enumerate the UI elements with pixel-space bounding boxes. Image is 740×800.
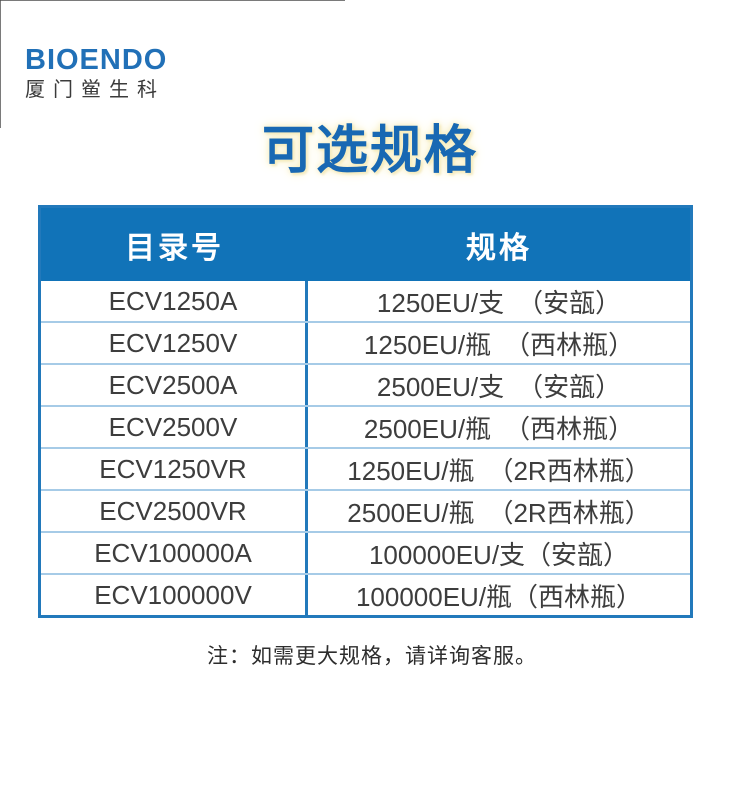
spec-cell: 1250EU/瓶 （2R西林瓶） [347, 455, 651, 486]
column-header-spec: 规格 [466, 231, 532, 265]
table-row: ECV100000V 100000EU/瓶（西林瓶） [41, 573, 690, 615]
catalog-number-cell: ECV1250VR [41, 449, 308, 489]
table-row: ECV2500V 2500EU/瓶 （西林瓶） [41, 405, 690, 447]
logo: BIOENDO 厦门鲎生科 [25, 44, 168, 101]
footnote: 注：如需更大规格，请详询客服。 [207, 645, 537, 668]
catalog-number-cell: ECV2500A [41, 365, 308, 405]
table-row: ECV100000A 100000EU/支（安瓿） [41, 531, 690, 573]
catalog-number-cell: ECV2500V [41, 407, 308, 447]
table-row: ECV1250A 1250EU/支 （安瓿） [41, 281, 690, 321]
catalog-number-cell: ECV1250V [41, 323, 308, 363]
catalog-number-cell: ECV100000V [41, 575, 308, 615]
table-header-row: 目录号 规格 [41, 208, 690, 281]
table-row: ECV2500VR 2500EU/瓶 （2R西林瓶） [41, 489, 690, 531]
bioendo-logo-text: BIOENDO [25, 44, 168, 76]
catalog-number-cell: ECV1250A [41, 281, 308, 321]
spec-table: 目录号 规格 ECV1250A 1250EU/支 （安瓿） ECV1250V 1250… [38, 205, 693, 618]
spec-cell: 100000EU/支（安瓿） [368, 539, 630, 570]
spec-cell: 2500EU/瓶 （2R西林瓶） [347, 497, 651, 528]
company-name: 厦门鲎生科 [25, 79, 165, 101]
spec-cell: 2500EU/支 （安瓿） [376, 371, 622, 402]
table-row: ECV1250V 1250EU/瓶 （西林瓶） [41, 321, 690, 363]
spec-cell: 100000EU/瓶（西林瓶） [355, 581, 643, 612]
spec-cell: 1250EU/支 （安瓿） [376, 287, 622, 318]
table-body: ECV1250A 1250EU/支 （安瓿） ECV1250V 1250EU/瓶 （西… [41, 281, 690, 615]
catalog-number-cell: ECV100000A [41, 533, 308, 573]
table-row: ECV1250VR 1250EU/瓶 （2R西林瓶） [41, 447, 690, 489]
catalog-number-cell: ECV2500VR [41, 491, 308, 531]
page-title: 可选规格 [261, 122, 478, 180]
spec-cell: 2500EU/瓶 （西林瓶） [363, 413, 635, 444]
column-header-catalog: 目录号 [125, 231, 224, 265]
table-row: ECV2500A 2500EU/支 （安瓿） [41, 363, 690, 405]
spec-cell: 1250EU/瓶 （西林瓶） [363, 329, 635, 360]
